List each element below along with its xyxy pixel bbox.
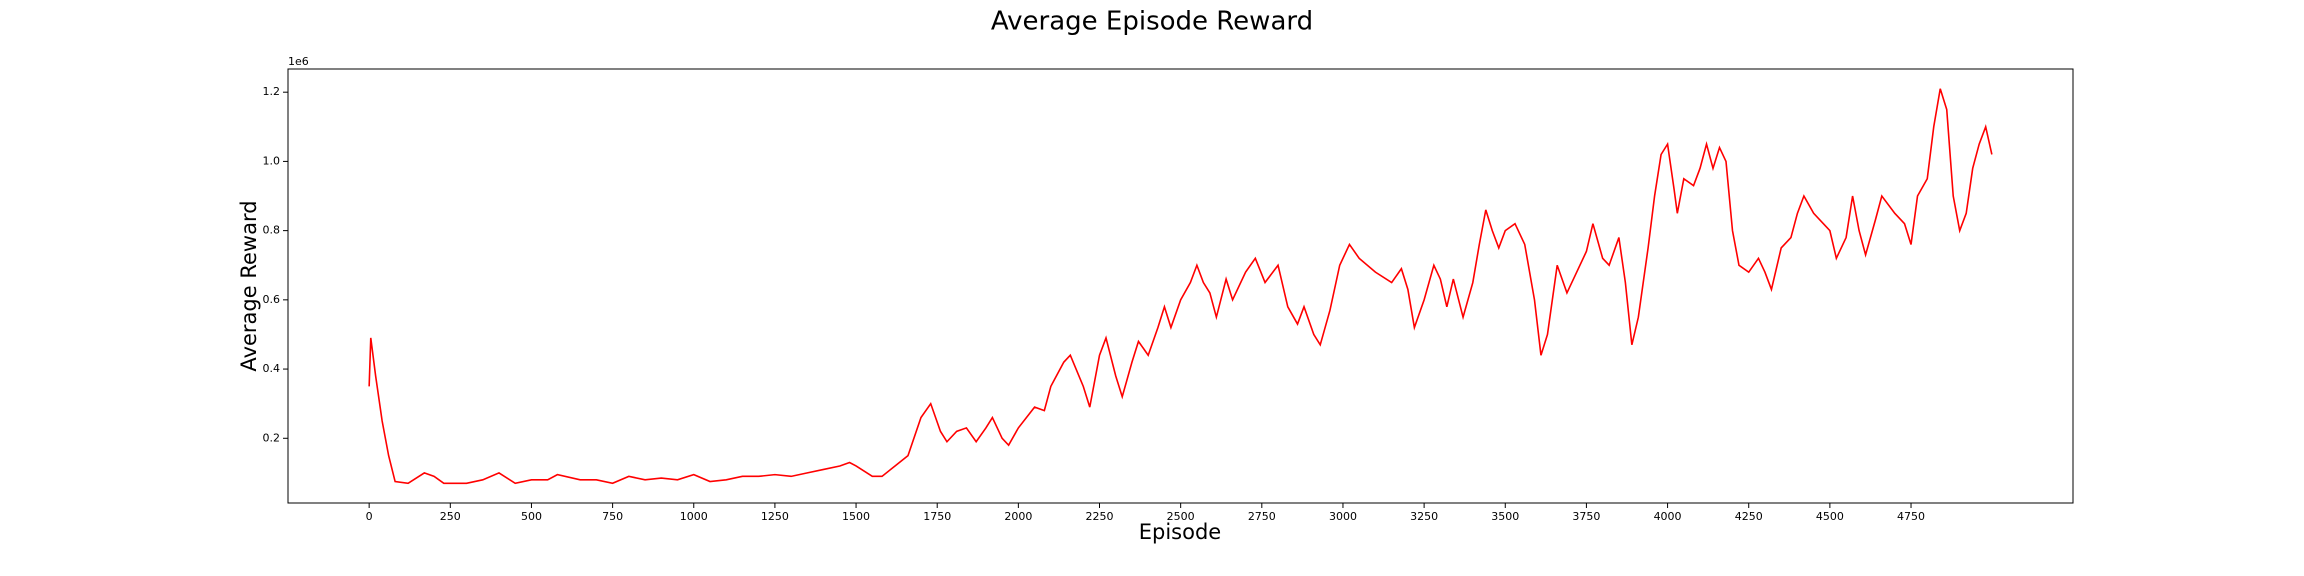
- x-tick-label: 750: [602, 510, 623, 523]
- x-tick-label: 250: [440, 510, 461, 523]
- x-tick-label: 3000: [1329, 510, 1357, 523]
- line-series: [368, 88, 1993, 485]
- x-tick-label: 1500: [842, 510, 870, 523]
- plot-frame: [287, 68, 2074, 504]
- x-tick-label: 2250: [1086, 510, 1114, 523]
- x-tick-label: 0: [366, 510, 373, 523]
- x-tick-label: 3250: [1410, 510, 1438, 523]
- x-tick-label: 500: [521, 510, 542, 523]
- x-tick-label: 4250: [1735, 510, 1763, 523]
- y-tick-label: 0.2: [263, 431, 281, 444]
- x-tick-label: 3750: [1572, 510, 1600, 523]
- y-tick-label: 1.0: [263, 154, 281, 167]
- chart-title: Average Episode Reward: [991, 7, 1313, 37]
- x-tick-label: 1750: [923, 510, 951, 523]
- y-offset-label: 1e6: [288, 55, 309, 68]
- x-tick-label: 2500: [1167, 510, 1195, 523]
- x-tick-label: 3500: [1491, 510, 1519, 523]
- x-tick-label: 2000: [1004, 510, 1032, 523]
- y-tick-label: 0.8: [263, 224, 281, 237]
- x-tick-label: 4500: [1816, 510, 1844, 523]
- y-tick-label: 1.2: [263, 85, 281, 98]
- x-tick-label: 4000: [1654, 510, 1682, 523]
- x-tick-label: 1250: [761, 510, 789, 523]
- y-tick-label: 0.4: [263, 362, 281, 375]
- x-tick-label: 1000: [680, 510, 708, 523]
- x-axis-label: Episode: [1139, 520, 1221, 544]
- y-tick-label: 0.6: [263, 293, 281, 306]
- x-tick-label: 2750: [1248, 510, 1276, 523]
- y-axis-label: Average Reward: [237, 200, 261, 371]
- x-tick-label: 4750: [1897, 510, 1925, 523]
